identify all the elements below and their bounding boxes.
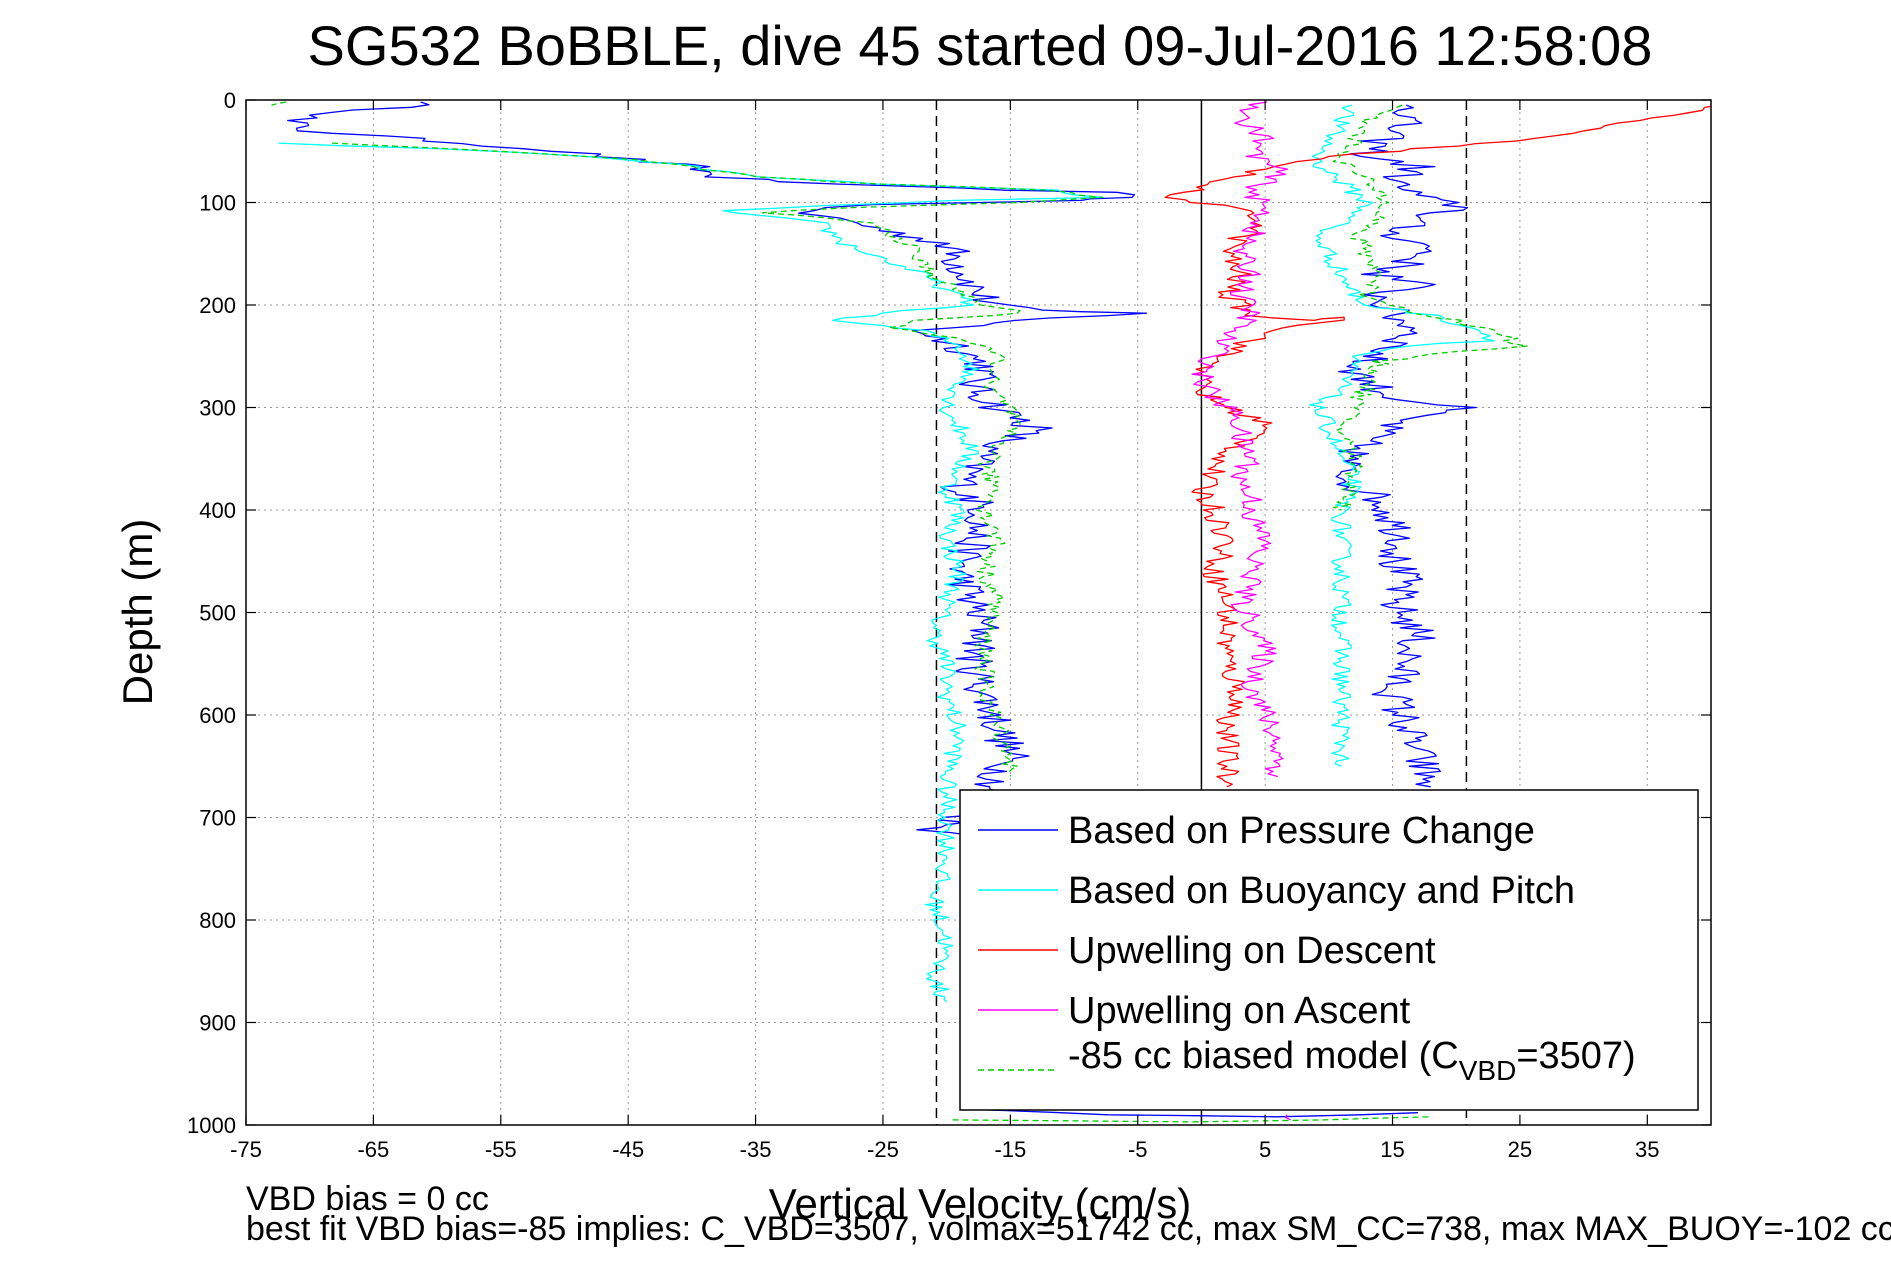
x-tick-label: -55 <box>485 1137 517 1162</box>
legend-label: Upwelling on Descent <box>1068 930 1436 972</box>
legend-label-model: -85 cc biased model (CVBD=3507) <box>1068 1035 1636 1086</box>
series-group <box>271 101 1711 1123</box>
x-tick-label: 25 <box>1508 1137 1532 1162</box>
y-axis-label: Depth (m) <box>114 519 161 706</box>
y-tick-label: 400 <box>199 498 236 523</box>
y-tick-label: 800 <box>199 908 236 933</box>
series-line <box>1308 104 1496 767</box>
y-tick-label: 600 <box>199 703 236 728</box>
x-tick-label: 15 <box>1380 1137 1404 1162</box>
series-line <box>952 1116 1431 1123</box>
chart-title: SG532 BoBBLE, dive 45 started 09-Jul-201… <box>308 14 1653 77</box>
legend-label: Based on Pressure Change <box>1068 810 1535 852</box>
annotation-bias: VBD bias = 0 cc <box>246 1180 489 1218</box>
y-tick-label: 1000 <box>187 1113 236 1138</box>
x-tick-label: -75 <box>230 1137 262 1162</box>
series-line <box>271 101 287 106</box>
x-tick-label: -65 <box>357 1137 389 1162</box>
x-tick-label: -5 <box>1128 1137 1148 1162</box>
x-tick-label: -25 <box>867 1137 899 1162</box>
series-line <box>278 142 1105 1003</box>
series-line <box>1191 101 1289 778</box>
legend-label: Upwelling on Ascent <box>1068 990 1411 1032</box>
x-tick-label: -35 <box>740 1137 772 1162</box>
y-tick-label: 100 <box>199 191 236 216</box>
legend: Based on Pressure Change Based on Buoyanc… <box>959 789 1699 1111</box>
series-line <box>1164 105 1711 788</box>
legend-box <box>959 789 1699 1111</box>
series-line <box>287 101 1148 839</box>
y-tick-label: 0 <box>224 88 236 113</box>
series-line <box>1332 104 1528 511</box>
x-axis-ticks: -75 -65 -55 -45 -35 -25 -15 -5 5 15 25 35 <box>230 100 1660 1162</box>
series-line <box>978 1108 1419 1118</box>
x-tick-label: -45 <box>612 1137 644 1162</box>
series-line <box>1335 104 1477 788</box>
legend-model-sub: VBD <box>1459 1055 1517 1086</box>
x-tick-label: 35 <box>1635 1137 1659 1162</box>
y-tick-label: 300 <box>199 396 236 421</box>
y-tick-label: 200 <box>199 293 236 318</box>
y-axis-ticks: 0 100 200 300 400 500 600 700 800 900 1000 <box>187 88 1711 1138</box>
y-tick-label: 500 <box>199 601 236 626</box>
annotation-bestfit: best fit VBD bias=-85 implies: C_VBD=350… <box>246 1210 1891 1248</box>
series-line <box>1284 1114 1291 1121</box>
y-tick-label: 700 <box>199 806 236 831</box>
series-line <box>332 142 1104 777</box>
legend-label: Based on Buoyancy and Pitch <box>1068 870 1575 912</box>
x-tick-label: -15 <box>994 1137 1026 1162</box>
x-tick-label: 5 <box>1259 1137 1271 1162</box>
legend-items: Based on Pressure Change Based on Buoyanc… <box>978 810 1575 1071</box>
y-tick-label: 900 <box>199 1011 236 1036</box>
legend-model-suffix: =3507) <box>1516 1035 1635 1077</box>
legend-model-prefix: -85 cc biased model (C <box>1068 1035 1459 1077</box>
x-axis-label: Vertical Velocity (cm/s) <box>769 1180 1191 1227</box>
